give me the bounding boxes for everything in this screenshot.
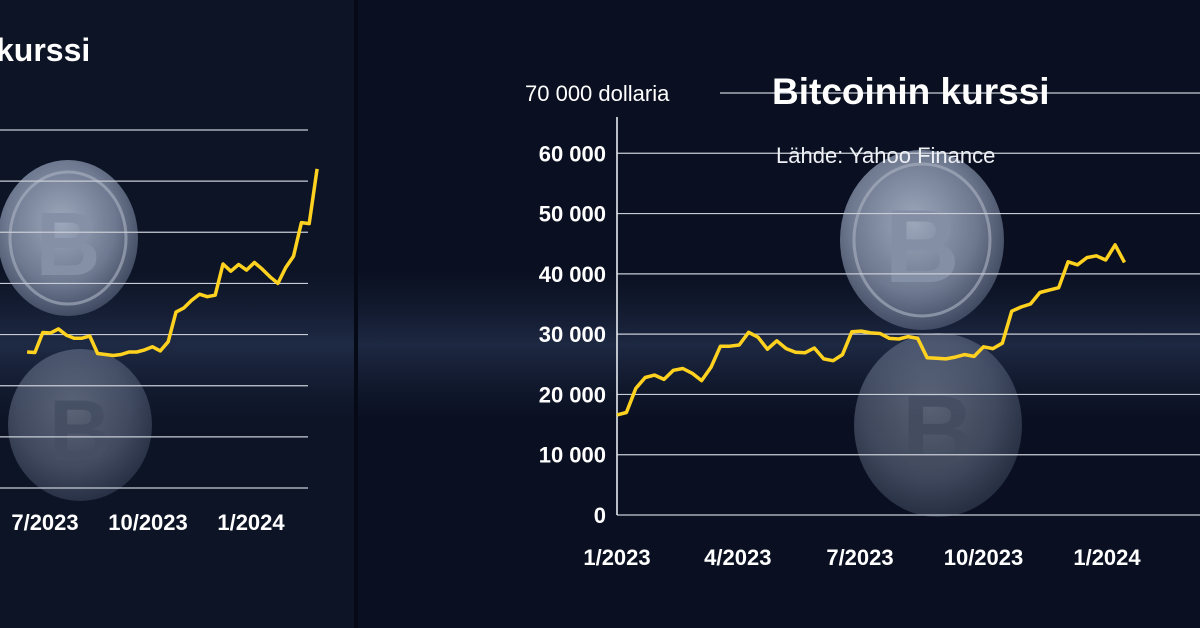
main-x-tick-label: 4/2023: [704, 545, 771, 570]
svg-text:B: B: [884, 189, 959, 305]
main-y-tick-label: 10 000: [539, 443, 606, 468]
left-x-tick-label: 7/2023: [11, 510, 78, 535]
chart-title: Bitcoinin kurssi: [772, 71, 1050, 112]
bitcoin-coin-image-left: B: [0, 160, 138, 316]
left-series-line: [26, 168, 319, 358]
left-grid: [0, 129, 308, 489]
left-series-layer: [26, 168, 319, 358]
main-x-tick-label: 10/2023: [944, 545, 1024, 570]
svg-text:B: B: [36, 195, 101, 295]
left-chart-title-fragment: kurssi: [0, 32, 90, 68]
main-series-line: [616, 243, 1127, 417]
main-x-tick-label: 7/2023: [826, 545, 893, 570]
main-y-tick-labels: 0 10 000 20 000 30 000 40 000 50 000 60 000 70 …: [525, 81, 670, 528]
svg-text:B: B: [902, 375, 974, 487]
main-y-tick-label: 30 000: [539, 322, 606, 347]
bitcoin-coin-reflection-main: B: [854, 333, 1022, 517]
left-x-tick-label: 1/2024: [217, 510, 285, 535]
chart-source: Lähde: Yahoo Finance: [776, 143, 995, 168]
main-y-tick-label: 70 000 dollaria: [525, 81, 670, 106]
panel-divider: [354, 0, 358, 628]
main-grid: [617, 92, 1200, 516]
main-y-tick-label: 60 000: [539, 141, 606, 166]
main-x-tick-label: 1/2024: [1073, 545, 1141, 570]
main-series-layer: [616, 243, 1127, 417]
bitcoin-coin-image-main: B: [840, 150, 1004, 330]
main-x-tick-label: 1/2023: [583, 545, 650, 570]
bitcoin-coin-reflection-left: B: [8, 349, 152, 501]
main-y-tick-label: 20 000: [539, 382, 606, 407]
main-y-tick-label: 50 000: [539, 202, 606, 227]
left-x-tick-labels: 7/2023 10/2023 1/2024: [11, 510, 285, 535]
left-x-tick-label: 10/2023: [108, 510, 188, 535]
svg-text:B: B: [49, 383, 111, 479]
main-y-tick-label: 0: [594, 503, 606, 528]
main-y-tick-label: 40 000: [539, 262, 606, 287]
main-x-tick-labels: 1/2023 4/2023 7/2023 10/2023 1/2024: [583, 545, 1141, 570]
